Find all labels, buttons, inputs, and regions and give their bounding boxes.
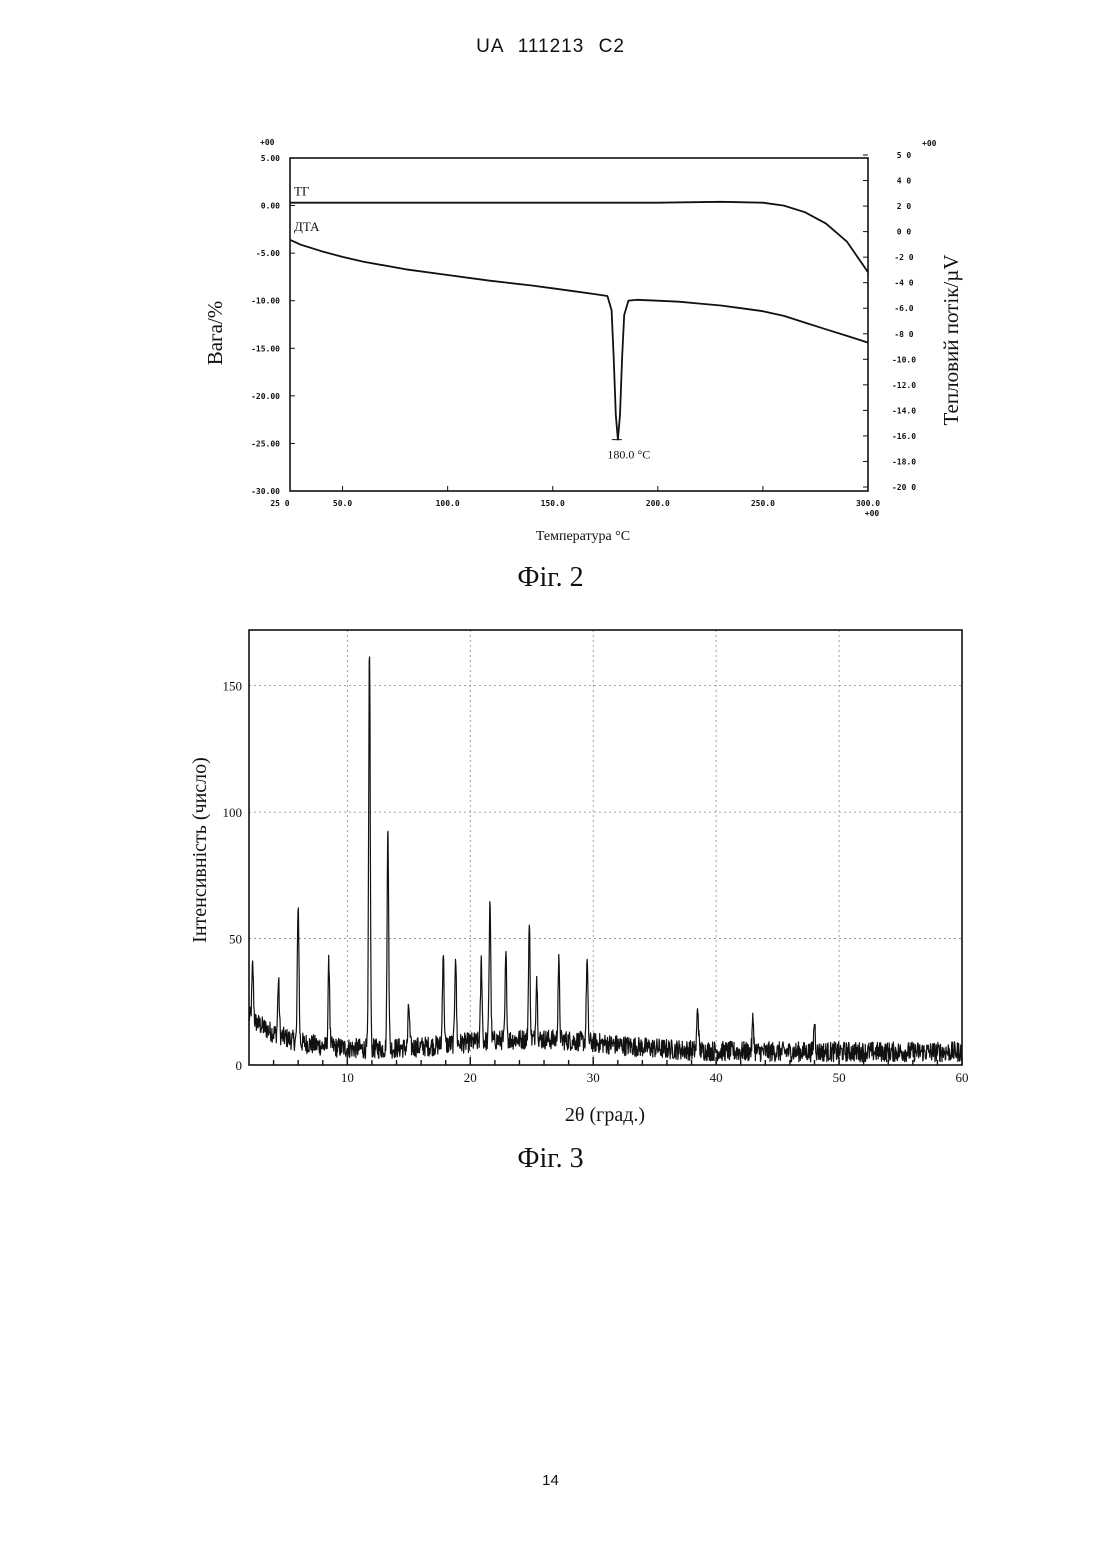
y-tick-label: 0 [236,1058,243,1073]
figure-2-caption: Фіг. 2 [0,562,1101,594]
y-tick-label: 50 [229,932,242,947]
y-right-tick-label: 0 0 [897,228,912,237]
y-right-tick-label: -4 0 [894,279,913,288]
xrd-pattern-chart: 10 20 30 40 50 60 0 50 100 150 2θ (град.) Інтенсивн… [0,615,1101,1145]
x-tick-label: 60 [956,1070,969,1085]
y-axis-label: Інтенсивність (число) [189,757,211,943]
peak-annotation: 180.0 °C [607,448,650,462]
y-right-tick-label: -8 0 [894,330,913,339]
thermogram-chart: +00 5.00 0.00 -5.00 -10.00 -15.00 -20.00 -25.00… [0,0,1101,560]
y-right-tick-label: 4 0 [897,177,912,186]
x-exponent: +00 [865,509,880,518]
y-left-tick-label: 0.00 [261,202,280,211]
y-right-tick-label: -2 0 [894,253,913,262]
y-right-tick-label: -20 0 [892,483,916,492]
y-left-tick-label: -10.00 [251,297,280,306]
y-left-tick-label: -15.00 [251,344,280,353]
x-tick-label: 200.0 [646,499,670,508]
x-tick-label: 10 [341,1070,354,1085]
plot-frame [290,158,868,491]
x-tick-label: 20 [464,1070,477,1085]
figure-3-caption: Фіг. 3 [0,1143,1101,1175]
x-tick-label: 150.0 [541,499,565,508]
y-right-tick-label: 5 0 [897,151,912,160]
series-line-tg [290,202,868,272]
x-tick-label: 300.0 [856,499,880,508]
y-right-tick-label: -10.0 [892,355,916,364]
y-right-axis-label: Тепловий потік/µV [939,255,963,426]
y-right-tick-label: -18.0 [892,457,916,466]
y-right-tick-label: -16.0 [892,432,916,441]
series-label: ДТА [294,219,320,234]
y-left-exponent: +00 [260,138,275,147]
x-axis-label: 2θ (град.) [565,1104,645,1126]
y-right-tick-label: -14.0 [892,406,916,415]
y-right-tick-label: -12.0 [892,381,916,390]
y-left-tick-label: -25.00 [251,439,280,448]
y-tick-label: 100 [223,805,243,820]
series-line-dta [290,240,868,440]
x-tick-label: 250.0 [751,499,775,508]
y-right-tick-label: -6.0 [894,304,913,313]
y-left-tick-label: 5.00 [261,154,280,163]
y-left-tick-label: -5.00 [256,249,280,258]
x-tick-label: 30 [587,1070,600,1085]
xrd-pattern-line [249,657,962,1062]
x-tick-label: 50.0 [333,499,352,508]
x-tick-label: 50 [833,1070,846,1085]
page-number: 14 [0,1472,1101,1489]
x-tick-label: 100.0 [436,499,460,508]
y-left-axis-label: Вага/% [203,301,227,366]
y-right-tick-label: 2 0 [897,202,912,211]
y-left-tick-label: -30.00 [251,487,280,496]
plot-frame [249,630,962,1065]
x-axis-label: Температура °C [536,529,630,544]
x-tick-label: 25 0 [270,499,289,508]
y-right-exponent: +00 [922,139,937,148]
y-left-tick-label: -20.00 [251,392,280,401]
y-tick-label: 150 [223,679,243,694]
series-label: ТГ [294,184,310,199]
x-tick-label: 40 [710,1070,723,1085]
